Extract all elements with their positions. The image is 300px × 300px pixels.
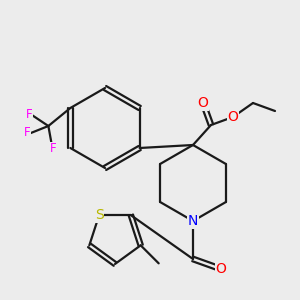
- Text: S: S: [95, 208, 103, 222]
- Text: F: F: [24, 127, 31, 140]
- Text: N: N: [188, 214, 198, 228]
- Text: F: F: [50, 142, 57, 155]
- Text: O: O: [198, 96, 208, 110]
- Text: O: O: [228, 110, 238, 124]
- Text: O: O: [216, 262, 226, 276]
- Text: F: F: [26, 107, 33, 121]
